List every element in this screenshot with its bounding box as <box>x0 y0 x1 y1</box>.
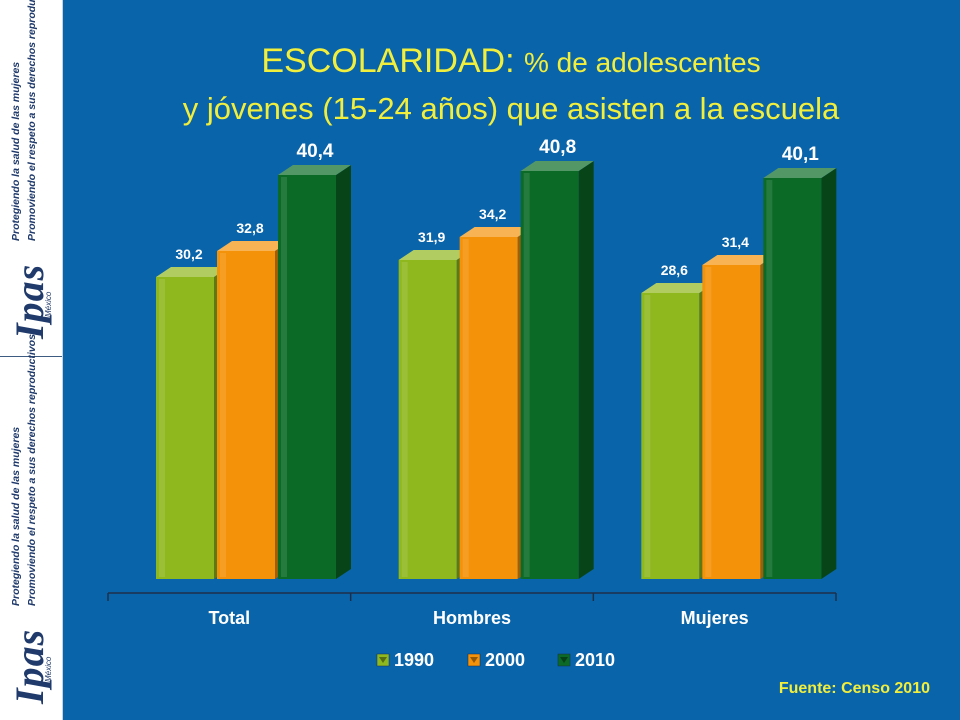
bar-value-label: 31,9 <box>418 229 445 245</box>
legend-label: 2010 <box>575 650 615 670</box>
legend-label: 2000 <box>485 650 525 670</box>
bar-highlight <box>281 177 287 577</box>
bar-top <box>641 283 715 293</box>
bar <box>278 175 336 579</box>
page-title: ESCOLARIDAD: % de adolescentes y jóvenes… <box>62 38 960 132</box>
legend-swatch-mark <box>379 657 387 663</box>
bar-top <box>398 250 472 260</box>
bar-highlight <box>705 267 712 577</box>
bar-top <box>702 255 776 265</box>
legend-swatch-mark <box>560 657 568 663</box>
bar-highlight <box>159 279 165 577</box>
bar <box>702 265 761 579</box>
bar-side <box>821 168 837 579</box>
bar-value-label: 32,8 <box>236 220 263 236</box>
bar-highlight <box>401 262 408 577</box>
title-line-2: y jóvenes (15-24 años) que asisten a la … <box>182 91 840 126</box>
title-rest: % de adolescentes <box>524 47 761 78</box>
bar-top <box>156 267 229 277</box>
title-main: ESCOLARIDAD: <box>261 42 524 80</box>
bar-highlight <box>220 253 226 577</box>
bar-value-label: 34,2 <box>479 206 506 222</box>
source-note: Fuente: Censo 2010 <box>778 680 930 697</box>
x-tick-label: Total <box>208 608 250 628</box>
bar <box>156 277 214 579</box>
bar <box>520 171 579 579</box>
side-divider <box>0 356 62 357</box>
bar-top <box>459 227 533 237</box>
bar-value-label: 28,6 <box>661 262 688 278</box>
bar-value-label: 40,8 <box>539 137 576 158</box>
legend-label: 1990 <box>394 650 434 670</box>
bar-value-label: 40,4 <box>297 141 334 162</box>
bar-value-label: 30,2 <box>175 246 202 262</box>
title-line-1: ESCOLARIDAD: % de adolescentes <box>62 38 960 86</box>
bar-value-label: 40,1 <box>782 144 819 165</box>
bar <box>459 237 518 579</box>
bar <box>398 260 457 579</box>
bar-top <box>278 165 351 175</box>
bar-side <box>578 161 594 579</box>
side-brand-strip: Ipas México Protegiendo la salud de las … <box>0 0 63 720</box>
bar-highlight <box>523 173 530 577</box>
x-tick-label: Hombres <box>433 608 511 628</box>
bar-top <box>217 241 290 251</box>
bar <box>217 251 275 579</box>
bar <box>641 293 700 579</box>
bar-value-label: 31,4 <box>722 234 749 250</box>
bar-highlight <box>462 239 469 577</box>
legend-swatch-mark <box>470 657 478 663</box>
bar-side <box>336 165 351 579</box>
bar-top <box>520 161 594 171</box>
bar-highlight <box>644 295 651 577</box>
bar <box>763 178 822 579</box>
bar-top <box>763 168 837 178</box>
x-tick-label: Mujeres <box>681 608 749 628</box>
bar-highlight <box>766 180 773 577</box>
